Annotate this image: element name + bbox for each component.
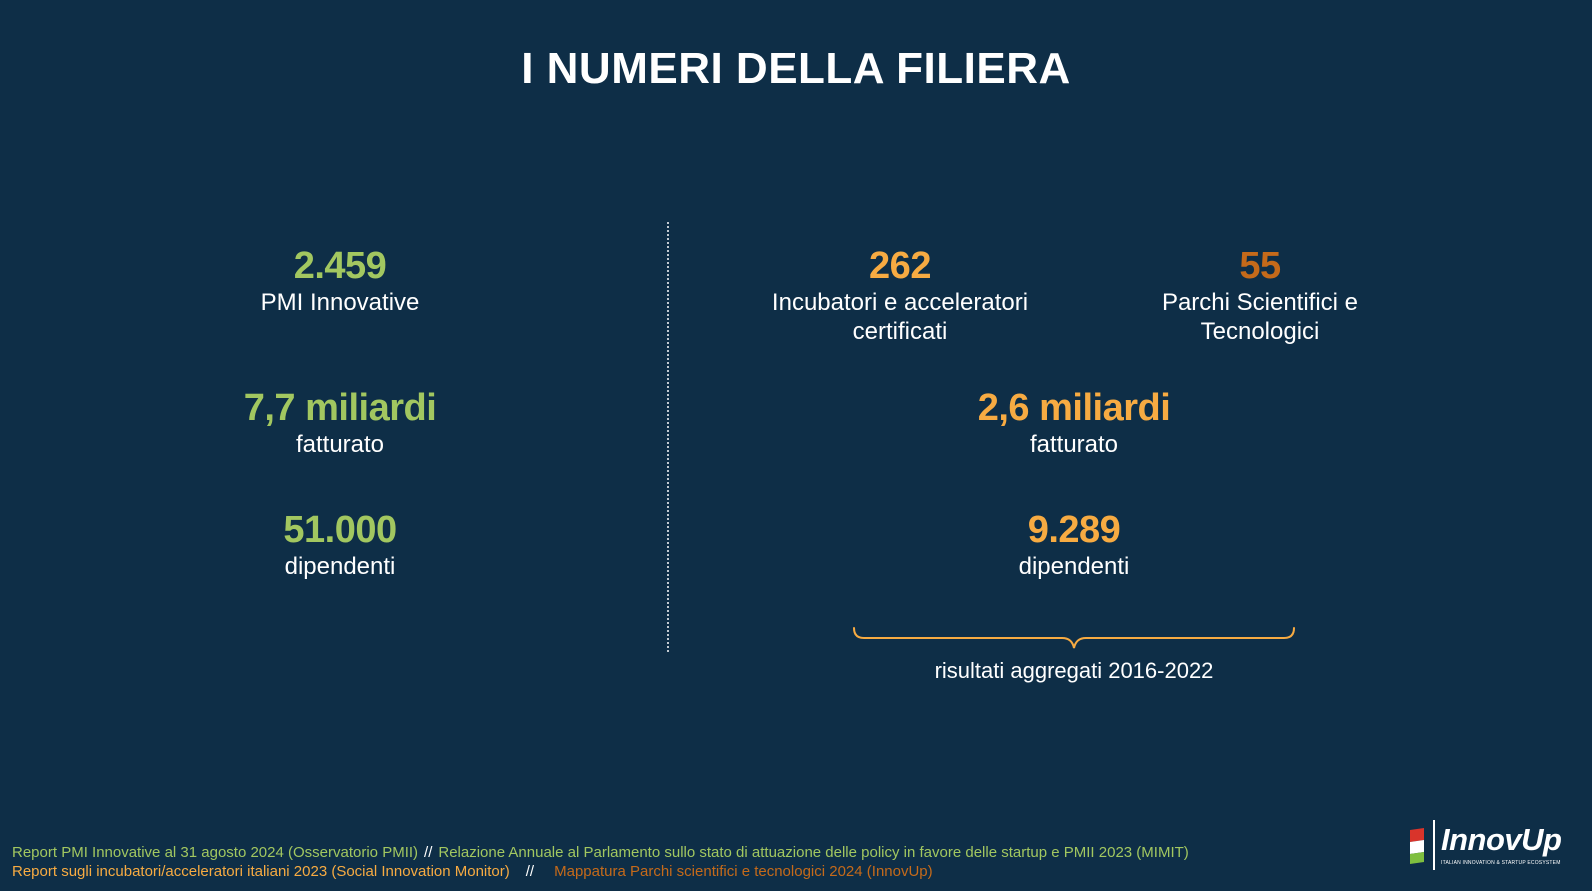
stat-value: 7,7 miliardi (243, 387, 437, 429)
stat-value: 9.289 (1027, 509, 1121, 551)
innovup-logo: InnovUp ITALIAN INNOVATION & STARTUP ECO… (1410, 818, 1570, 874)
separator: // (424, 844, 433, 861)
stat-value: 262 (869, 245, 931, 287)
stat-network-employees: 9.289 dipendenti (924, 508, 1224, 581)
stat-label-line1: Incubatori e acceleratori (771, 289, 1029, 316)
separator: // (525, 863, 535, 880)
source-mimit-report: Relazione Annuale al Parlamento sullo st… (438, 844, 1189, 861)
logo-divider (1433, 820, 1435, 870)
stat-incubators: 262 Incubatori e acceleratori certificat… (735, 244, 1065, 346)
stat-label-line2: certificati (852, 318, 948, 345)
stat-label: PMI Innovative (260, 289, 420, 316)
stat-science-parks: 55 Parchi Scientifici e Tecnologici (1120, 244, 1400, 346)
stat-label: fatturato (295, 431, 385, 458)
source-pmi-report: Report PMI Innovative al 31 agosto 2024 … (12, 844, 419, 861)
source-incubators-report: Report sugli incubatori/acceleratori ita… (12, 863, 510, 880)
stat-label-line2: Tecnologici (1200, 318, 1320, 345)
footer-line-2: Report sugli incubatori/acceleratori ita… (12, 862, 1189, 881)
logo-tagline: ITALIAN INNOVATION & STARTUP ECOSYSTEM (1441, 860, 1561, 866)
curly-brace-icon (853, 627, 1295, 649)
logo-wordmark: InnovUp (1441, 822, 1562, 857)
italian-flag-icon (1410, 828, 1424, 864)
stat-pmi-revenue: 7,7 miliardi fatturato (190, 386, 490, 459)
stat-value: 2.459 (293, 245, 387, 287)
brace-caption: risultati aggregati 2016-2022 (934, 658, 1214, 683)
footer-sources: Report PMI Innovative al 31 agosto 2024 … (12, 843, 1189, 881)
stat-value: 51.000 (283, 509, 397, 551)
stat-label-line1: Parchi Scientifici e (1161, 289, 1359, 316)
stat-value: 2,6 miliardi (977, 387, 1171, 429)
stat-pmi-employees: 51.000 dipendenti (190, 508, 490, 581)
stat-label: fatturato (1029, 431, 1119, 458)
footer-line-1: Report PMI Innovative al 31 agosto 2024 … (12, 843, 1189, 862)
stat-label: dipendenti (284, 553, 396, 580)
stat-label: dipendenti (1018, 553, 1130, 580)
stat-network-revenue: 2,6 miliardi fatturato (924, 386, 1224, 459)
stat-pmi-count: 2.459 PMI Innovative (190, 244, 490, 317)
page-title: I NUMERI DELLA FILIERA (521, 44, 1071, 93)
stat-value: 55 (1239, 245, 1281, 287)
source-parks-mapping: Mappatura Parchi scientifici e tecnologi… (554, 863, 933, 880)
column-divider (667, 222, 669, 652)
